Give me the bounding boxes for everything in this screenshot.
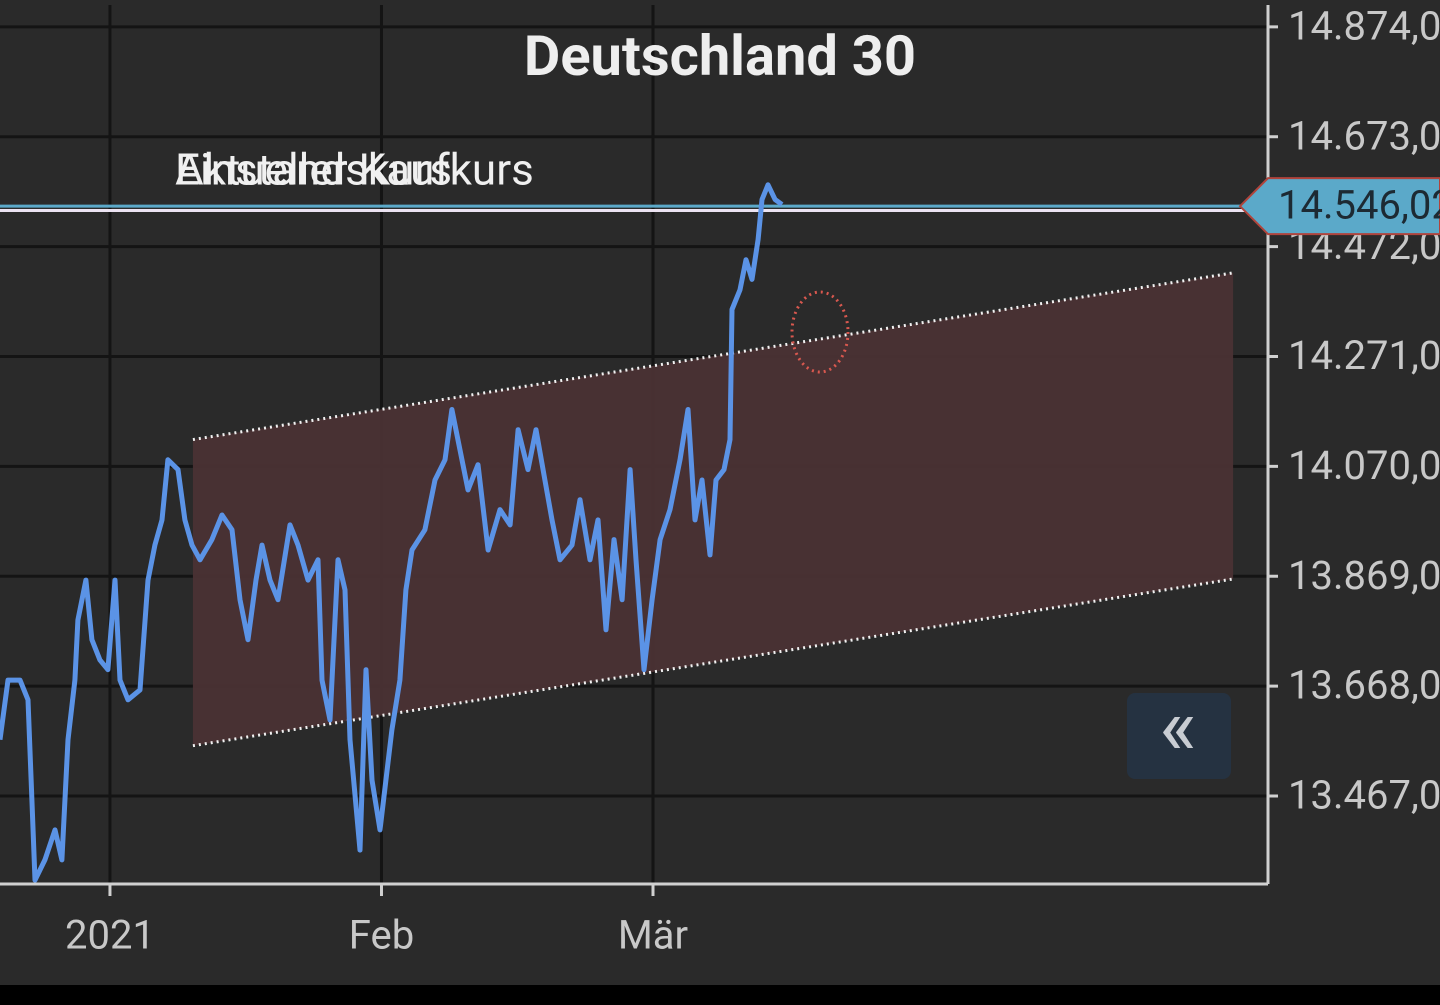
price-line-series xyxy=(0,182,784,883)
bottom-bar xyxy=(0,985,1440,1005)
collapse-button[interactable]: « xyxy=(1127,680,1231,779)
channel-upper-line xyxy=(192,271,1234,442)
chart-title: Deutschland 30 xyxy=(524,23,916,89)
y-tick-label: 13.467,00 xyxy=(1288,772,1440,819)
x-tick-label: Feb xyxy=(349,912,414,959)
y-tick-label: 14.673,00 xyxy=(1288,112,1440,159)
collapse-button-icon[interactable]: « xyxy=(1159,680,1197,774)
marks xyxy=(0,182,1250,883)
y-tick-label: 14.271,00 xyxy=(1288,332,1440,379)
price-tag-label: 14.546,02 xyxy=(1278,182,1440,229)
x-tick-label: Mär xyxy=(618,912,688,959)
y-tick-label: 14.070,00 xyxy=(1288,442,1440,489)
y-tick-label: 14.874,00 xyxy=(1288,2,1440,49)
collapse-button-bg[interactable] xyxy=(1127,693,1231,779)
y-tick-label: 13.869,00 xyxy=(1288,552,1440,599)
price-tag xyxy=(1238,177,1440,236)
price-line-name: Aktueller Kaufkurs xyxy=(175,144,534,196)
y-tick-label: 13.668,00 xyxy=(1288,662,1440,709)
hand-drawn-circle xyxy=(790,290,850,374)
labels: 13.467,00 13.668,00 13.869,00 14.070,00 14.2… xyxy=(65,2,1440,959)
price-line-name: Einstandskurs xyxy=(175,144,452,196)
x-tick-label: 2021 xyxy=(65,912,155,959)
